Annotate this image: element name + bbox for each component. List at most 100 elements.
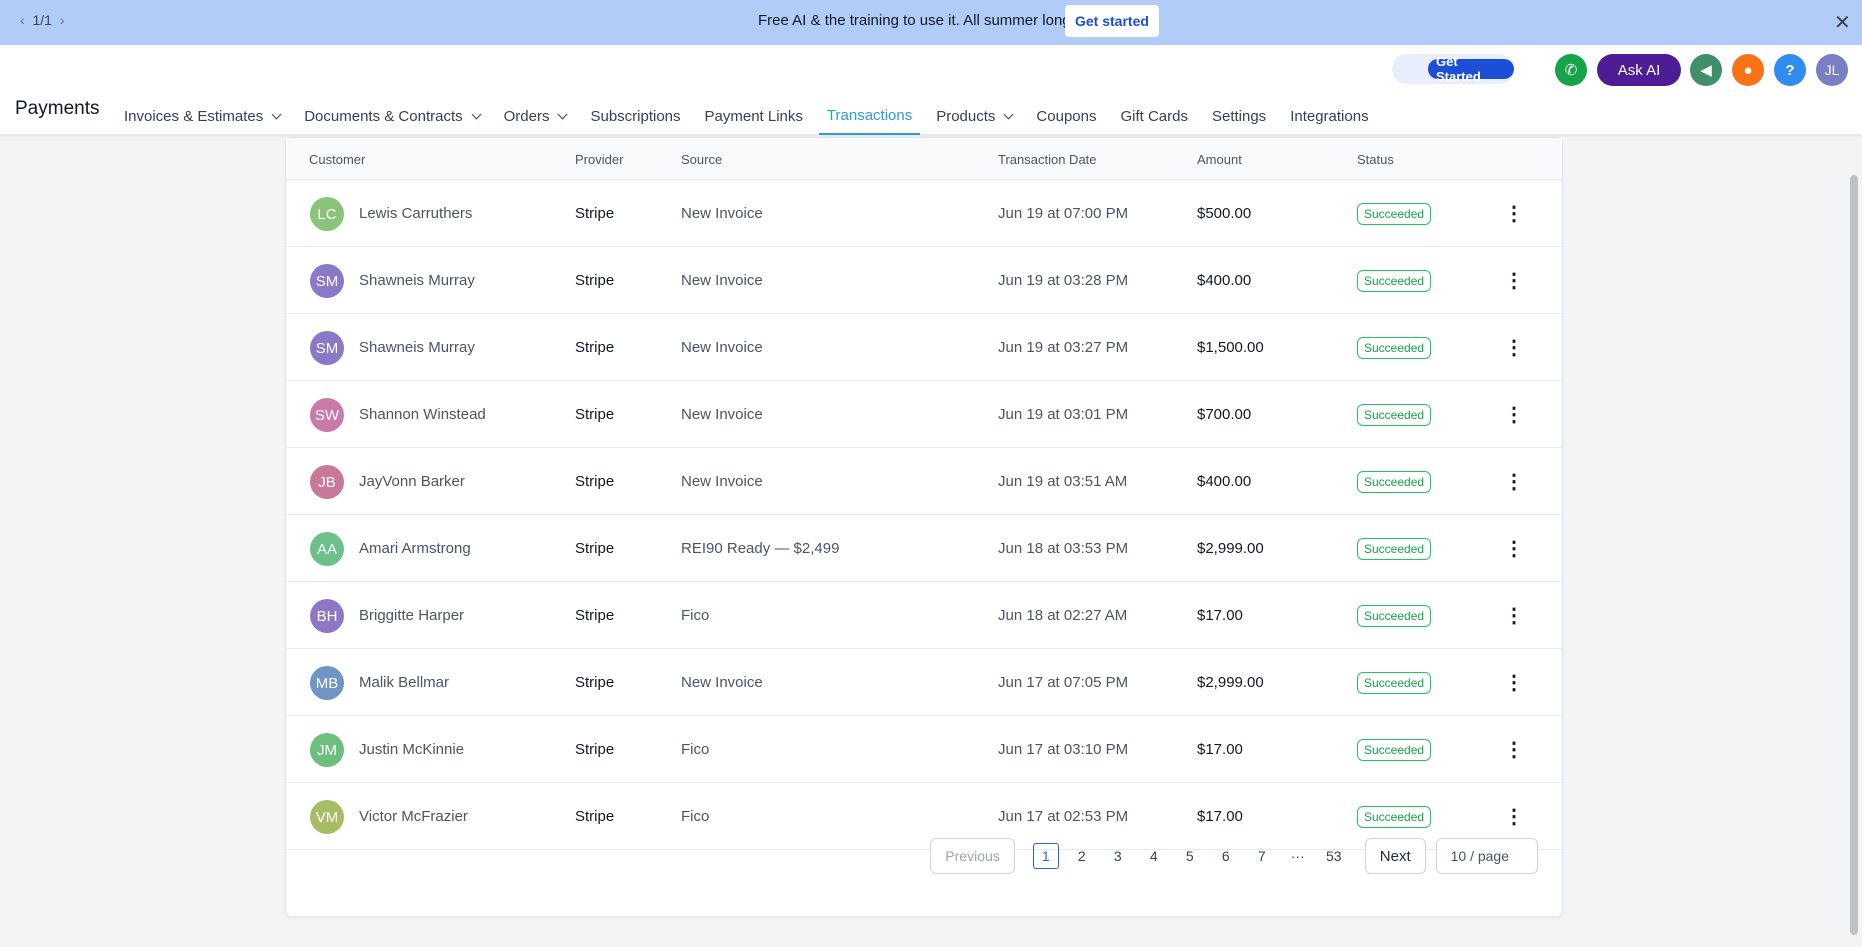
status-cell: Succeeded: [1357, 649, 1432, 716]
provider-cell: Stripe: [575, 741, 615, 758]
amount-cell: $1,500.00: [1197, 339, 1264, 356]
page-number[interactable]: 53: [1325, 848, 1342, 864]
provider-cell: Stripe: [575, 406, 615, 423]
status-badge: Succeeded: [1357, 604, 1432, 627]
table-row[interactable]: AA Amari Armstrong Stripe REI90 Ready — $2,…: [286, 515, 1562, 582]
row-menu[interactable]: ⋮: [1504, 471, 1524, 493]
table-row[interactable]: SW Shannon Winstead Stripe New Invoice Jun 1…: [286, 381, 1562, 448]
customer-avatar: SM: [310, 331, 344, 365]
customer-cell: JayVonn Barker: [359, 473, 465, 490]
scrollbar[interactable]: [1850, 175, 1858, 935]
status-badge: Succeeded: [1357, 269, 1432, 292]
date-cell: Jun 19 at 03:51 AM: [998, 473, 1128, 490]
page-size-select[interactable]: 10 / page: [1435, 838, 1538, 874]
status-cell: Succeeded: [1357, 247, 1432, 314]
next-button[interactable]: Next: [1364, 838, 1426, 874]
nav-label: Coupons: [1036, 107, 1097, 125]
nav-item[interactable]: Invoices & Estimates: [124, 97, 282, 135]
prev-arrow[interactable]: ‹: [20, 12, 25, 28]
date-cell: Jun 19 at 03:01 PM: [998, 406, 1129, 423]
source-cell: REI90 Ready — $2,499: [681, 540, 840, 557]
table-row[interactable]: MB Malik Bellmar Stripe New Invoice Jun 17 a…: [286, 649, 1562, 716]
dropdown-chevron: [271, 109, 282, 119]
nav-item[interactable]: Settings: [1212, 97, 1266, 135]
nav-item[interactable]: Integrations: [1290, 97, 1368, 135]
page-number[interactable]: 5: [1185, 848, 1194, 864]
provider-cell: Stripe: [575, 808, 615, 825]
row-menu[interactable]: ⋮: [1504, 270, 1524, 292]
row-menu[interactable]: ⋮: [1504, 538, 1524, 560]
page-number[interactable]: ···: [1290, 848, 1305, 864]
ask-ai-button[interactable]: Ask AI: [1597, 54, 1681, 86]
nav-item[interactable]: Payment Links: [705, 97, 803, 135]
help-button[interactable]: ?: [1774, 54, 1806, 86]
customer-avatar: VM: [310, 800, 344, 834]
nav-item[interactable]: Products: [936, 97, 1014, 135]
source-cell: New Invoice: [681, 205, 763, 222]
status-badge: Succeeded: [1357, 537, 1432, 560]
page-title: Payments: [15, 98, 100, 119]
table-row[interactable]: SM Shawneis Murray Stripe New Invoice Jun 19…: [286, 314, 1562, 381]
customer-cell: Lewis Carruthers: [359, 205, 473, 222]
page-number[interactable]: 6: [1221, 848, 1230, 864]
status-cell: Succeeded: [1357, 448, 1432, 515]
nav-label: Payment Links: [704, 107, 803, 125]
table-row[interactable]: JB JayVonn Barker Stripe New Invoice Jun 19 …: [286, 448, 1562, 515]
table-row[interactable]: LC Lewis Carruthers Stripe New Invoice Jun 1…: [286, 180, 1562, 247]
row-menu[interactable]: ⋮: [1504, 605, 1524, 627]
pager-text: 1/1: [32, 12, 52, 28]
page-number[interactable]: 4: [1149, 848, 1158, 864]
amount-cell: $700.00: [1197, 406, 1252, 423]
page-number[interactable]: 3: [1113, 848, 1122, 864]
column-header: Status: [1357, 151, 1394, 167]
close-button[interactable]: ✕: [1834, 12, 1851, 34]
previous-button[interactable]: Previous: [930, 838, 1015, 874]
status-cell: Succeeded: [1357, 582, 1432, 649]
next-arrow[interactable]: ›: [59, 12, 65, 28]
row-menu[interactable]: ⋮: [1504, 404, 1524, 426]
provider-cell: Stripe: [575, 674, 615, 691]
row-menu[interactable]: ⋮: [1504, 739, 1524, 761]
ask-ai: Ask AI: [1617, 61, 1661, 79]
amount-cell: $17.00: [1197, 607, 1243, 624]
page-number[interactable]: 1: [1032, 843, 1059, 869]
table-row[interactable]: VM Victor McFrazier Stripe Fico Jun 17 at 02…: [286, 783, 1562, 850]
row-menu[interactable]: ⋮: [1504, 806, 1524, 828]
row-menu[interactable]: ⋮: [1504, 337, 1524, 359]
date-cell: Jun 17 at 03:10 PM: [998, 741, 1129, 758]
get-started[interactable]: Get Started: [1428, 54, 1514, 84]
source-cell: New Invoice: [681, 272, 763, 289]
announce-button[interactable]: ◀: [1690, 54, 1722, 86]
banner-button[interactable]: Get started: [1065, 5, 1159, 37]
banner-text: Free AI & the training to use it. All su…: [758, 12, 1075, 29]
column-header: Amount: [1197, 151, 1242, 167]
column-header: Customer: [309, 151, 366, 167]
nav-item[interactable]: Subscriptions: [590, 97, 680, 135]
provider-cell: Stripe: [575, 540, 615, 557]
table-row[interactable]: JM Justin McKinnie Stripe Fico Jun 17 at 03:…: [286, 716, 1562, 783]
provider-cell: Stripe: [575, 272, 615, 289]
header: Get Started ✆ Ask AI ◀ ● ? JL Payments I…: [0, 45, 1862, 135]
status-badge: Succeeded: [1357, 336, 1432, 359]
nav-item[interactable]: Orders: [504, 97, 568, 135]
page-number[interactable]: 2: [1077, 848, 1086, 864]
nav-item[interactable]: Documents & Contracts: [304, 97, 482, 135]
nav-label: Products: [936, 107, 996, 125]
row-menu[interactable]: ⋮: [1504, 203, 1524, 225]
page-number[interactable]: 7: [1257, 848, 1266, 864]
user-avatar[interactable]: JL: [1816, 54, 1848, 86]
nav-item[interactable]: Transactions: [818, 97, 921, 135]
row-menu[interactable]: ⋮: [1504, 672, 1524, 694]
nav-item[interactable]: Gift Cards: [1120, 97, 1188, 135]
nav-label: Integrations: [1290, 107, 1369, 125]
get-started-pill[interactable]: Get Started: [1392, 54, 1514, 84]
notify-button[interactable]: ●: [1732, 54, 1764, 86]
provider-cell: Stripe: [575, 339, 615, 356]
column-header: Source: [681, 151, 723, 167]
phone-button[interactable]: ✆: [1555, 54, 1587, 86]
nav-item[interactable]: Coupons: [1036, 97, 1096, 135]
date-cell: Jun 18 at 02:27 AM: [998, 607, 1128, 624]
table-row[interactable]: SM Shawneis Murray Stripe New Invoice Jun 19…: [286, 247, 1562, 314]
table-row[interactable]: BH Briggitte Harper Stripe Fico Jun 18 at 02…: [286, 582, 1562, 649]
status-cell: Succeeded: [1357, 783, 1432, 850]
